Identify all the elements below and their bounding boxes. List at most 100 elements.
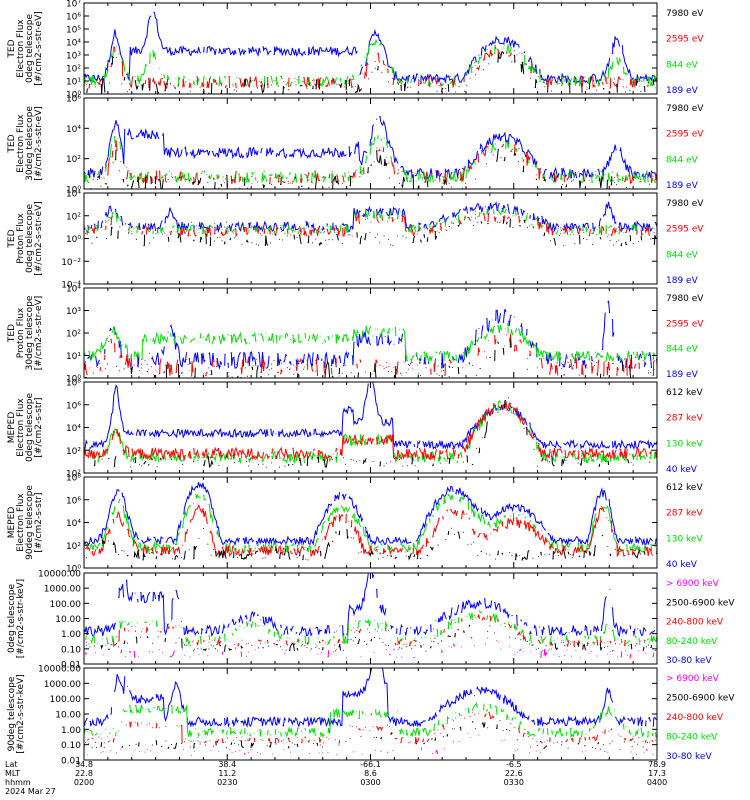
y-tick-label: 10¹ bbox=[66, 78, 81, 88]
y-tick-label: 10⁴ bbox=[66, 39, 81, 49]
x-axis-row-label: MLT bbox=[5, 769, 20, 778]
y-axis-title-line: [#/cm2-s-str-eV] bbox=[34, 106, 44, 181]
y-axis-title-line: 0deg telescope bbox=[25, 204, 35, 274]
panel-5: 10² 10² 10⁴ 10⁶ 10⁸ MEPED Electron Flux 0deg te… bbox=[7, 379, 703, 480]
y-tick-label: 10² bbox=[66, 330, 81, 340]
legend-entry: 844 eV bbox=[666, 155, 699, 165]
y-axis-title-line: MEPED bbox=[7, 507, 17, 539]
y-axis-title-line: MEPED bbox=[7, 412, 17, 444]
series-line-pr0_magenta bbox=[85, 636, 657, 659]
series-line-e30_black bbox=[88, 148, 657, 189]
legend-entry: 2595 eV bbox=[666, 225, 704, 235]
y-tick-label: 10⁶ bbox=[66, 13, 81, 23]
legend-entry: 30-80 keV bbox=[666, 752, 712, 762]
legend-entry: 612 keV bbox=[666, 483, 703, 493]
legend-entry: 2595 eV bbox=[666, 130, 704, 140]
y-tick-label: 10⁷ bbox=[66, 0, 81, 10]
series-line-pr90_green bbox=[84, 702, 657, 739]
y-axis-title-line: 30deg telescope bbox=[25, 295, 35, 370]
panel-6: 10⁰ 10² 10⁴ 10⁶ 10⁸ MEPED Electron Flux 90deg t… bbox=[7, 474, 703, 575]
y-tick-label: 10² bbox=[66, 470, 81, 480]
y-tick-label: 10⁶ bbox=[66, 496, 81, 506]
y-tick-label: 10⁴ bbox=[66, 285, 81, 295]
legend-entry: 2500-6900 keV bbox=[666, 694, 735, 704]
y-tick-label: 1000.00 bbox=[44, 680, 81, 690]
legend-entry: 7980 eV bbox=[666, 199, 704, 209]
legend-entry: 844 eV bbox=[666, 250, 699, 260]
y-axis-title-line: [#/cm2-s-str-eV] bbox=[34, 11, 44, 86]
y-tick-label: 10000.00 bbox=[38, 570, 81, 580]
y-axis-title-line: 30deg telescope bbox=[25, 106, 35, 181]
series-line-p30_red bbox=[84, 333, 656, 377]
x-axis-tick-label: 38.4 bbox=[218, 760, 236, 769]
legend-entry: 40 keV bbox=[666, 465, 698, 475]
y-axis-title-line: [#/cm2-s-str-eV] bbox=[34, 296, 44, 371]
legend-entry: 2595 eV bbox=[666, 319, 704, 329]
series-line-m90_red bbox=[85, 504, 657, 558]
x-axis-tick-label: 8.6 bbox=[364, 769, 377, 778]
series-line-p0_black bbox=[85, 217, 657, 247]
panel-series-group bbox=[84, 482, 657, 561]
x-axis-tick-label: 17.3 bbox=[648, 769, 666, 778]
series-line-e0_black bbox=[84, 50, 657, 94]
y-tick-label: 0.01 bbox=[61, 757, 81, 767]
legend-entry: > 6900 keV bbox=[666, 674, 720, 684]
panel-series-group bbox=[84, 201, 657, 247]
y-tick-label: 10⁰ bbox=[66, 186, 81, 196]
x-axis-tick-label: 0330 bbox=[504, 778, 524, 787]
panel-4: 10⁰ 10¹ 10² 10³ 10⁴ TED Proton Flux 30deg teles… bbox=[7, 285, 704, 385]
panel-series-group bbox=[84, 668, 657, 756]
legend-entry: 240-800 keV bbox=[666, 618, 724, 628]
legend-entry: 7980 eV bbox=[666, 9, 704, 19]
y-axis-title-line: Electron Flux bbox=[16, 19, 26, 78]
y-tick-label: 10² bbox=[66, 542, 81, 552]
legend-entry: 287 keV bbox=[666, 509, 703, 519]
legend-entry: 287 keV bbox=[666, 414, 703, 424]
y-axis-title-line: 90deg telescope bbox=[7, 676, 17, 751]
y-tick-label: 10⁴ bbox=[66, 424, 81, 434]
y-tick-label: 10³ bbox=[66, 307, 81, 317]
panel-series-group bbox=[84, 116, 657, 189]
series-line-pr90_black bbox=[84, 721, 648, 749]
x-axis-tick-label: 22.8 bbox=[75, 769, 93, 778]
series-line-e0_red bbox=[86, 46, 656, 90]
y-tick-label: 10² bbox=[66, 212, 81, 222]
legend-entry: > 6900 keV bbox=[666, 579, 720, 589]
y-axis-title-line: Proton Flux bbox=[16, 213, 26, 264]
legend-entry: 30-80 keV bbox=[666, 656, 712, 666]
legend-entry: 7980 eV bbox=[666, 104, 704, 114]
y-tick-label: 10⁴ bbox=[66, 125, 81, 135]
y-tick-label: 1.00 bbox=[61, 630, 81, 640]
panel-8: 0.01 0.10 1.00 10.00 100.00 1000.00 10000.00 90… bbox=[7, 665, 735, 767]
legend-entry: 844 eV bbox=[666, 60, 699, 70]
legend-entry: 2500-6900 keV bbox=[666, 598, 735, 608]
y-tick-label: 10.00 bbox=[55, 615, 81, 625]
y-tick-label: 100.00 bbox=[50, 695, 82, 705]
series-line-m0_green bbox=[84, 399, 657, 465]
y-tick-label: 10⁴ bbox=[66, 519, 81, 529]
y-tick-label: 1.00 bbox=[61, 726, 81, 736]
y-tick-label: 10⁰ bbox=[66, 91, 81, 101]
x-axis-tick-label: 0400 bbox=[647, 778, 667, 787]
y-axis-title-line: TED bbox=[7, 39, 17, 58]
y-tick-label: 10⁸ bbox=[66, 379, 81, 389]
y-tick-label: 10³ bbox=[66, 52, 81, 62]
y-axis-title-line: [#/cm2-s-str] bbox=[34, 397, 44, 457]
x-axis-row-label: hhmm bbox=[5, 778, 31, 787]
y-tick-label: 100.00 bbox=[50, 600, 82, 610]
panel-3: 10⁻⁴ 10⁻² 10⁰ 10² 10⁴ TED Proton Flux 0deg tele… bbox=[7, 190, 704, 291]
y-axis-title-line: 0deg telescope bbox=[25, 14, 35, 84]
legend-entry: 80-240 keV bbox=[666, 733, 718, 743]
series-line-pr0_black bbox=[86, 624, 656, 652]
y-axis-title-line: 0deg telescope bbox=[25, 393, 35, 463]
legend-entry: 612 keV bbox=[666, 388, 703, 398]
x-axis-tick-label: 0230 bbox=[217, 778, 237, 787]
y-tick-label: 10⁶ bbox=[66, 401, 81, 411]
y-tick-label: 10⁻⁴ bbox=[61, 281, 81, 291]
panel-series-group bbox=[84, 11, 657, 94]
series-line-e0_blue bbox=[84, 11, 657, 85]
series-line-p0_blue bbox=[84, 201, 657, 234]
legend-entry: 189 eV bbox=[666, 370, 699, 380]
